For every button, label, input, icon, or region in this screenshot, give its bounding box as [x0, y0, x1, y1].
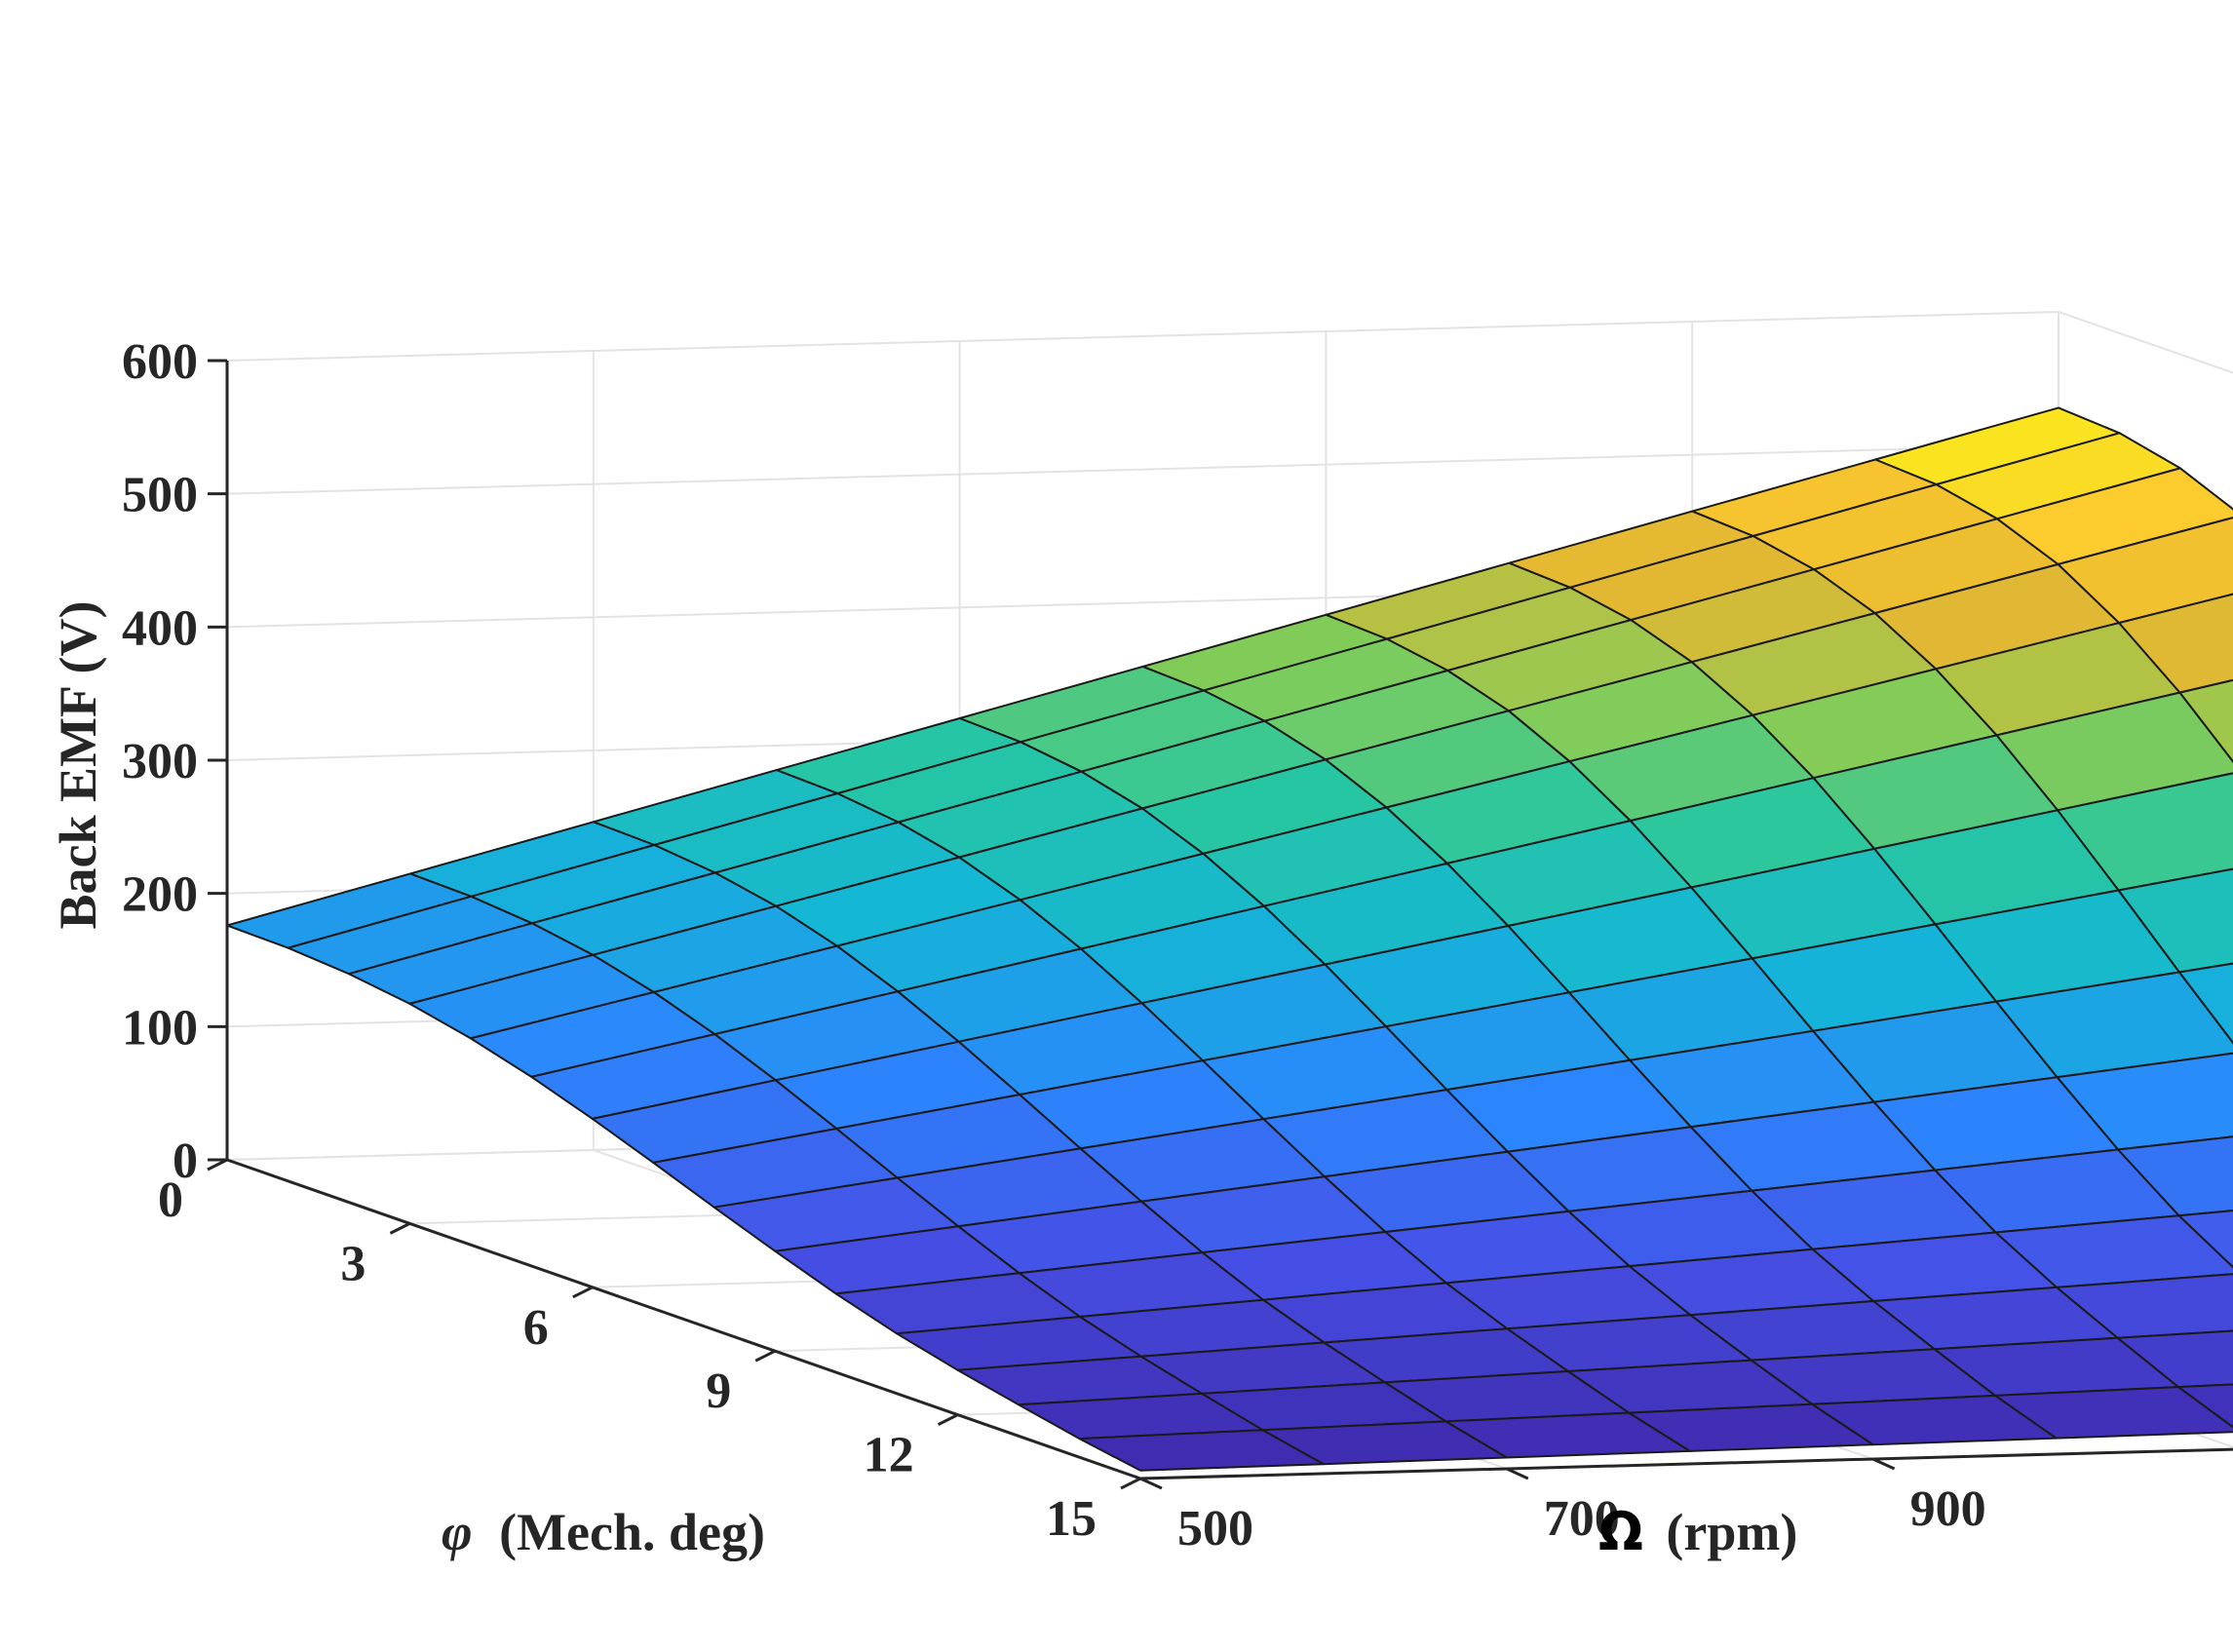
z-tick-label: 200 — [122, 867, 198, 923]
y-tick-label: 700 — [1544, 1491, 1620, 1547]
x-tick-label: 6 — [523, 1300, 549, 1356]
wall-grid-line-z — [226, 311, 2060, 362]
x-tick — [207, 1158, 228, 1172]
axes-frame: 0100200300400500600036912155007009001100… — [122, 334, 2233, 1556]
z-axis-label: Back EMF (V) — [49, 601, 107, 930]
wall-grid-line-z — [226, 443, 2060, 495]
x-tick — [1120, 1477, 1141, 1490]
y-tick-label: 500 — [1177, 1501, 1253, 1556]
x-axis-line — [226, 1158, 1141, 1480]
x-axis-label-text: (Mech. deg) — [499, 1503, 765, 1561]
x-tick-label: 12 — [864, 1428, 914, 1483]
x-tick — [572, 1286, 594, 1299]
z-tick-label: 400 — [122, 600, 198, 656]
x-tick-label: 15 — [1046, 1491, 1097, 1547]
x-axis-label: φ (Mech. deg) — [442, 1503, 765, 1561]
axis-labels: Back EMF (V) φ (Mech. deg) Ω (rpm) — [49, 601, 1797, 1562]
x-tick — [937, 1413, 959, 1426]
phi-symbol: φ — [442, 1503, 473, 1561]
y-tick-label: 900 — [1910, 1481, 1986, 1537]
z-tick-label: 600 — [122, 334, 198, 390]
wall-grid-line-z — [2058, 311, 2233, 374]
y-axis-line — [1139, 1447, 2233, 1480]
omega-symbol: Ω — [1598, 1501, 1643, 1562]
x-tick-label: 0 — [158, 1172, 183, 1228]
z-tick-label: 0 — [173, 1133, 198, 1189]
x-tick — [754, 1349, 776, 1363]
z-tick-label: 500 — [122, 468, 198, 523]
y-tick — [1871, 1457, 1896, 1471]
z-tick-label: 100 — [122, 1000, 198, 1056]
y-axis-label-text: (rpm) — [1666, 1503, 1797, 1561]
x-tick-label: 3 — [340, 1236, 366, 1291]
x-tick-label: 9 — [706, 1364, 731, 1419]
surface-patch — [1078, 1429, 1325, 1472]
x-tick — [389, 1222, 411, 1235]
y-tick — [1139, 1477, 1163, 1490]
y-axis-label: Ω (rpm) — [1598, 1501, 1797, 1562]
y-tick — [1506, 1467, 1529, 1480]
z-tick-label: 300 — [122, 734, 198, 789]
emf-surface — [226, 406, 2233, 1472]
